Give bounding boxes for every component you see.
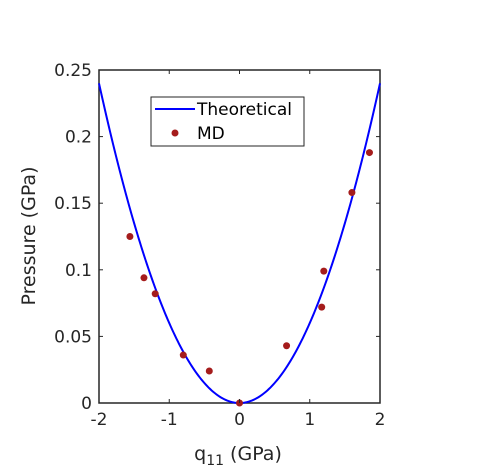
y-tick-label-1: 0.05: [54, 327, 92, 347]
axis-ticks: -2 -1 0 1 2 0 0.05 0.1 0.15 0.2 0.25: [54, 61, 385, 430]
y-tick-label-2: 0.1: [65, 261, 92, 281]
x-tick-label-2: 0: [234, 410, 245, 430]
x-axis-label: q11 (GPa): [194, 443, 282, 469]
md-point-6: [283, 342, 291, 350]
md-point-10: [365, 149, 373, 157]
md-point-1: [140, 274, 148, 282]
md-point-7: [318, 303, 326, 311]
x-tick-label-4: 2: [375, 410, 386, 430]
y-tick-label-0: 0: [81, 394, 92, 414]
x-tick-label-1: -1: [161, 410, 178, 430]
x-axis-label-main: q: [194, 443, 206, 465]
md-point-2: [151, 290, 159, 298]
md-point-9: [348, 189, 356, 197]
y-tick-label-5: 0.25: [54, 61, 92, 81]
x-tick-label-3: 1: [304, 410, 315, 430]
legend-marker-swatch: [171, 129, 179, 137]
legend-entry-md: MD: [197, 124, 225, 144]
x-tick-label-0: -2: [91, 410, 108, 430]
legend: Theoretical MD: [150, 96, 305, 147]
md-point-3: [179, 351, 187, 359]
legend-box: [150, 96, 305, 147]
md-point-0: [126, 233, 134, 240]
y-tick-label-3: 0.15: [54, 194, 92, 214]
md-point-8: [320, 267, 328, 275]
x-axis-label-unit: (GPa): [224, 443, 282, 465]
y-axis-label: Pressure (GPa): [18, 167, 40, 306]
x-axis-label-subscript: 11: [206, 453, 224, 469]
y-tick-label-4: 0.2: [65, 128, 92, 148]
legend-entry-theoretical: Theoretical: [196, 100, 292, 120]
md-point-4: [205, 367, 213, 375]
